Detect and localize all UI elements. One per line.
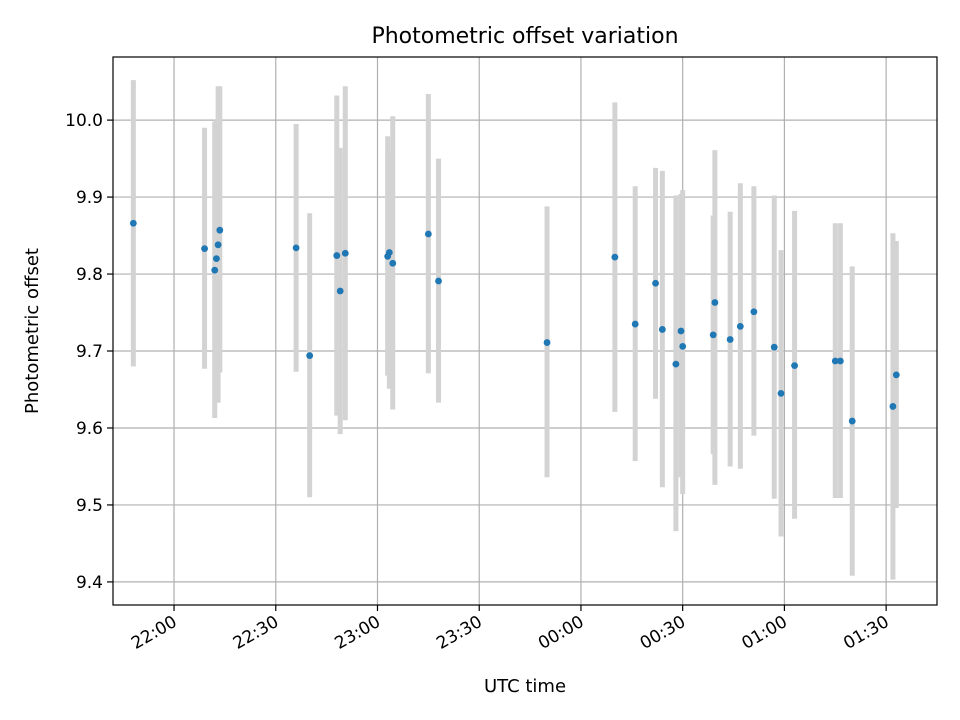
data-point [831, 357, 839, 365]
data-points [129, 219, 900, 425]
y-tick-label: 9.9 [76, 188, 103, 208]
data-point [848, 417, 856, 425]
y-tick-label: 9.4 [76, 573, 103, 593]
data-point [543, 339, 551, 346]
data-point [677, 327, 685, 335]
y-axis-label: Photometric offset [22, 248, 43, 414]
data-point [711, 299, 719, 306]
plot-frame [112, 56, 938, 606]
y-tick-label: 9.6 [76, 419, 103, 439]
chart-title: Photometric offset variation [371, 24, 678, 49]
data-point [333, 252, 341, 259]
data-point [679, 342, 687, 350]
data-point [292, 244, 300, 252]
data-point [709, 331, 717, 339]
data-point [211, 266, 219, 274]
data-point [385, 249, 393, 256]
data-point [129, 219, 137, 227]
y-tick-label: 9.8 [76, 265, 103, 285]
y-tick-label: 9.5 [76, 496, 103, 516]
data-point [791, 362, 798, 370]
data-point [201, 245, 208, 253]
data-point [214, 241, 222, 249]
data-point [341, 249, 349, 257]
data-point [611, 253, 619, 261]
y-tick-label: 9.7 [76, 342, 103, 362]
data-point [836, 357, 844, 365]
data-point [336, 287, 344, 295]
data-point [389, 259, 397, 267]
data-point [726, 336, 734, 343]
y-axis-ticks: 9.4 9.5 9.6 9.7 9.8 9.9 10.0 [65, 111, 113, 593]
data-point [750, 308, 758, 316]
data-point [892, 371, 900, 379]
data-point [652, 279, 659, 287]
y-tick-label: 10.0 [65, 111, 103, 131]
data-point [658, 326, 666, 333]
data-point [631, 320, 639, 328]
data-point [777, 389, 785, 397]
data-point [889, 403, 897, 410]
data-point [424, 230, 432, 238]
data-point [216, 226, 224, 234]
data-point [770, 343, 778, 351]
data-point [213, 255, 220, 263]
data-point [306, 352, 314, 360]
data-point [435, 277, 442, 285]
data-point [672, 360, 680, 368]
data-point [736, 322, 744, 330]
x-axis-label: UTC time [484, 676, 566, 697]
